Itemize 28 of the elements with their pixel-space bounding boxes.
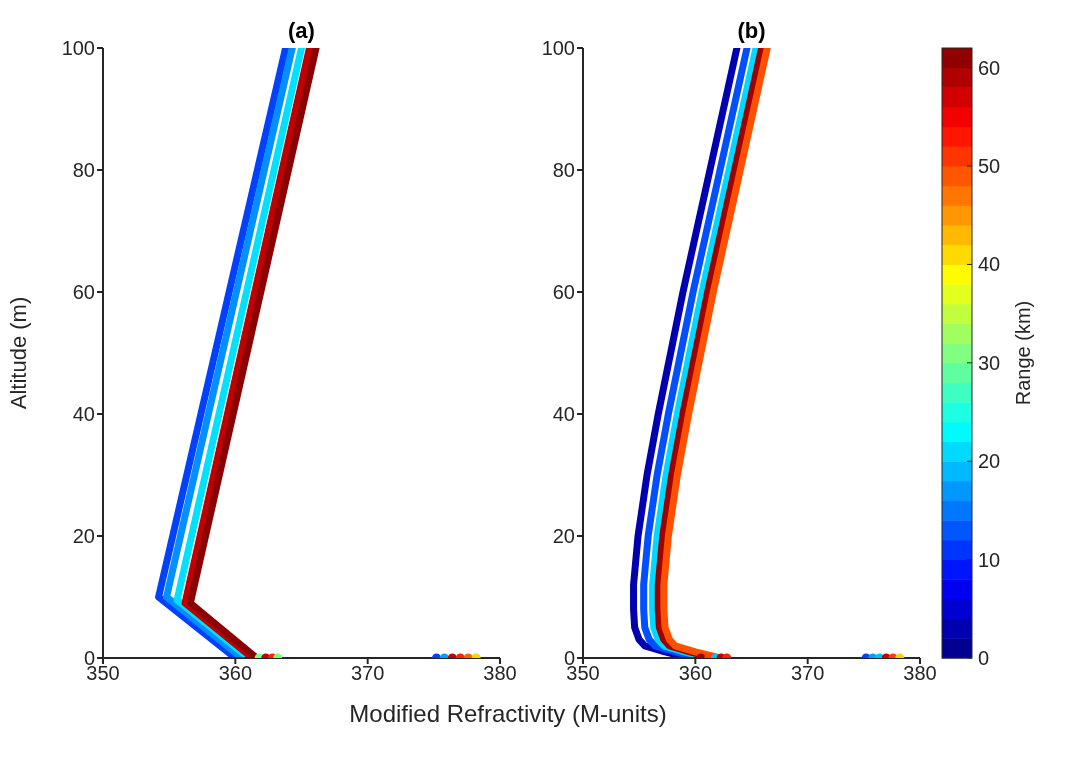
y-tick-label: 100 [61,37,95,60]
y-tick-label: 60 [72,281,95,304]
chart-title: (b) [736,18,767,44]
y-tick-label: 20 [552,525,575,548]
y-axis-title: Altitude (m) [5,296,31,410]
y-tick-label: 40 [72,403,95,426]
x-tick-label: 380 [903,662,937,685]
color-bar-label: 30 [978,351,1001,374]
x-tick-label: 370 [790,662,825,685]
color-bar-label: 0 [978,647,990,669]
y-tick-label: 80 [72,159,95,182]
x-tick-label: 360 [218,662,253,685]
color-bar-label: 20 [978,450,1001,473]
color-bar-label: 40 [978,253,1001,276]
y-tick-label: 60 [552,281,575,304]
x-tick-label: 370 [350,662,385,685]
chart-title: (a) [287,18,316,44]
x-tick-label: 360 [678,662,713,685]
color-bar-label: 60 [978,56,1001,79]
color-bar-label: 10 [978,548,1001,571]
y-tick-label: 20 [72,525,95,548]
y-tick-label: 80 [552,159,575,182]
x-axis-title: Modified Refractivity (M-units) [348,700,668,728]
y-tick-label: 100 [541,37,575,60]
y-tick-label: 40 [552,403,575,426]
color-bar-label: 50 [978,155,1001,178]
color-bar-title: Range (km) [1012,300,1034,406]
x-tick-label: 380 [483,662,517,685]
